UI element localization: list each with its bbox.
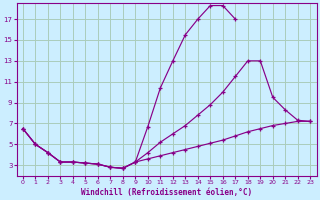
X-axis label: Windchill (Refroidissement éolien,°C): Windchill (Refroidissement éolien,°C) bbox=[81, 188, 252, 197]
